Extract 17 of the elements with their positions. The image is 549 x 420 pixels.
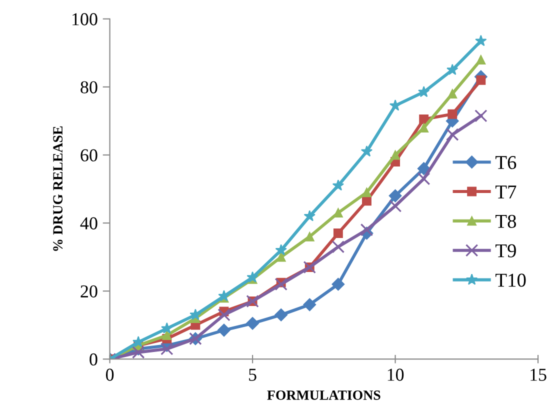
x-tick-label: 0 [106,368,114,381]
x-axis-title: FORMULATIONS [267,390,380,400]
y-tick-label: 40 [80,217,98,230]
y-tick-label: 60 [80,149,98,162]
legend-label: T9 [496,244,516,258]
y-tick-label: 80 [80,81,98,94]
legend-label: T7 [496,186,516,198]
x-tick-label: 5 [249,368,256,381]
legend-label: T10 [496,274,526,287]
y-tick-label: 0 [90,353,98,366]
legend-label: T6 [496,156,516,170]
y-axis-title: % DRUG RELEASE [53,126,63,251]
x-tick-label: 15 [530,368,546,381]
legend-label: T8 [496,214,516,228]
y-tick-label: 20 [80,285,98,298]
x-tick-label: 10 [388,368,404,381]
y-tick-label: 100 [72,13,98,26]
